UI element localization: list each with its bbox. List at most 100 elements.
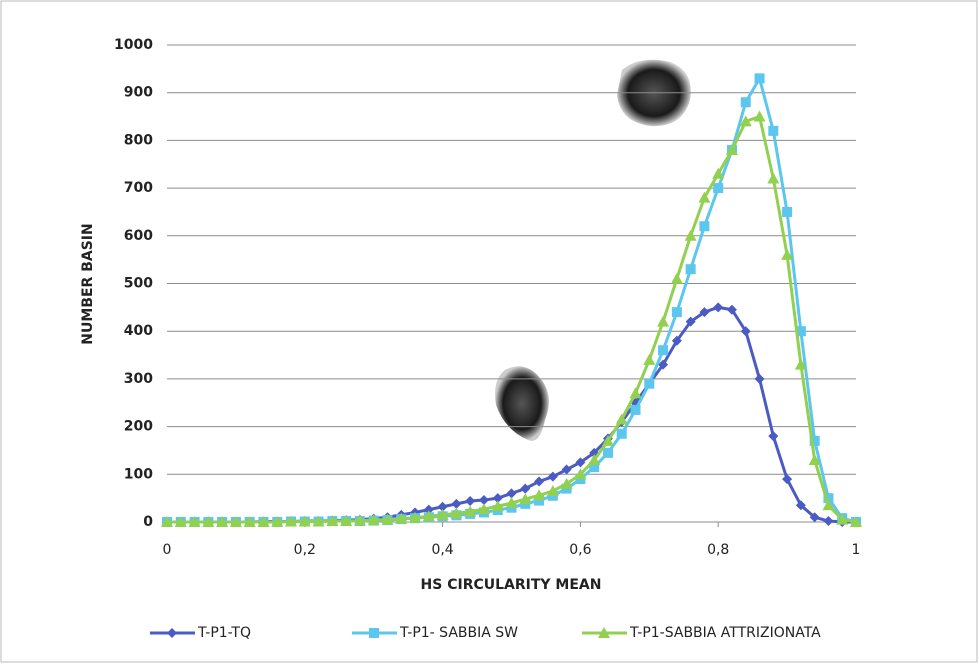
marker bbox=[519, 493, 532, 505]
y-tick-label: 400 bbox=[124, 323, 153, 339]
marker bbox=[754, 73, 765, 84]
marker bbox=[712, 167, 725, 179]
y-tick-label: 700 bbox=[124, 180, 153, 196]
marker bbox=[478, 495, 489, 506]
y-tick-label: 0 bbox=[143, 514, 153, 530]
marker bbox=[809, 512, 820, 523]
marker bbox=[808, 453, 821, 465]
y-tick-label: 800 bbox=[124, 132, 153, 148]
marker bbox=[367, 514, 380, 526]
marker bbox=[588, 453, 601, 465]
marker bbox=[698, 191, 711, 203]
y-tick-label: 300 bbox=[124, 371, 153, 387]
marker bbox=[547, 471, 558, 482]
marker bbox=[699, 307, 710, 318]
marker bbox=[561, 464, 572, 475]
marker bbox=[450, 507, 463, 519]
marker bbox=[657, 315, 670, 327]
marker bbox=[534, 495, 545, 506]
marker bbox=[477, 503, 490, 515]
legend-label: T-P1-TQ bbox=[197, 625, 251, 641]
marker bbox=[161, 516, 173, 527]
x-tick-label: 0,6 bbox=[569, 542, 591, 558]
marker bbox=[615, 413, 628, 425]
marker bbox=[312, 515, 325, 527]
y-tick-label: 1000 bbox=[114, 37, 153, 53]
marker bbox=[823, 516, 834, 527]
marker bbox=[850, 516, 862, 527]
x-tick-label: 0,4 bbox=[431, 542, 453, 558]
marker bbox=[174, 516, 187, 527]
marker bbox=[836, 513, 849, 525]
particle-image bbox=[495, 366, 549, 441]
marker bbox=[739, 115, 752, 127]
marker bbox=[491, 500, 504, 512]
y-tick-label: 200 bbox=[124, 419, 153, 435]
marker bbox=[340, 515, 353, 527]
marker bbox=[658, 359, 669, 370]
marker bbox=[685, 316, 696, 327]
marker bbox=[768, 125, 779, 136]
marker bbox=[436, 508, 449, 520]
x-axis-title: HS CIRCULARITY MEAN bbox=[421, 577, 602, 593]
marker bbox=[795, 326, 806, 337]
marker bbox=[629, 387, 642, 399]
marker bbox=[465, 496, 476, 507]
marker bbox=[492, 493, 503, 504]
marker bbox=[630, 404, 641, 415]
y-tick-label: 600 bbox=[124, 228, 153, 244]
marker bbox=[353, 514, 366, 526]
marker bbox=[823, 493, 834, 504]
marker bbox=[602, 447, 613, 458]
marker bbox=[598, 627, 610, 638]
marker bbox=[643, 353, 656, 365]
marker bbox=[671, 335, 682, 346]
marker bbox=[740, 97, 751, 108]
legend-label: T-P1- SABBIA SW bbox=[399, 625, 518, 641]
marker bbox=[713, 183, 724, 194]
marker bbox=[589, 462, 600, 473]
marker bbox=[326, 515, 339, 527]
marker bbox=[781, 248, 794, 260]
marker bbox=[381, 513, 394, 525]
marker bbox=[369, 628, 379, 638]
marker bbox=[271, 516, 284, 527]
marker bbox=[671, 307, 682, 318]
marker bbox=[616, 428, 627, 439]
marker bbox=[451, 498, 462, 509]
x-tick-label: 1 bbox=[852, 542, 861, 558]
y-tick-label: 100 bbox=[124, 466, 153, 482]
marker bbox=[782, 474, 793, 485]
marker bbox=[437, 501, 448, 512]
x-tick-label: 0,2 bbox=[294, 542, 316, 558]
marker bbox=[546, 484, 559, 496]
marker bbox=[216, 516, 229, 527]
marker bbox=[534, 476, 545, 487]
marker bbox=[409, 511, 422, 523]
marker bbox=[794, 358, 807, 370]
marker bbox=[520, 483, 531, 494]
marker bbox=[188, 516, 201, 527]
marker bbox=[670, 272, 683, 284]
marker bbox=[167, 628, 177, 638]
marker bbox=[422, 510, 435, 522]
marker bbox=[795, 500, 806, 511]
marker bbox=[754, 373, 765, 384]
legend-label: T-P1-SABBIA ATTRIZIONATA bbox=[629, 625, 821, 641]
marker bbox=[822, 499, 835, 511]
marker bbox=[685, 264, 696, 275]
marker bbox=[601, 434, 614, 446]
marker bbox=[713, 302, 724, 313]
marker bbox=[644, 378, 655, 389]
x-tick-label: 0 bbox=[163, 542, 172, 558]
marker bbox=[560, 477, 573, 489]
marker bbox=[533, 489, 546, 501]
x-tick-label: 0,8 bbox=[707, 542, 729, 558]
marker bbox=[782, 206, 793, 217]
marker bbox=[506, 488, 517, 499]
marker bbox=[726, 304, 737, 315]
marker bbox=[464, 505, 477, 517]
marker bbox=[767, 172, 780, 184]
marker bbox=[574, 468, 587, 480]
